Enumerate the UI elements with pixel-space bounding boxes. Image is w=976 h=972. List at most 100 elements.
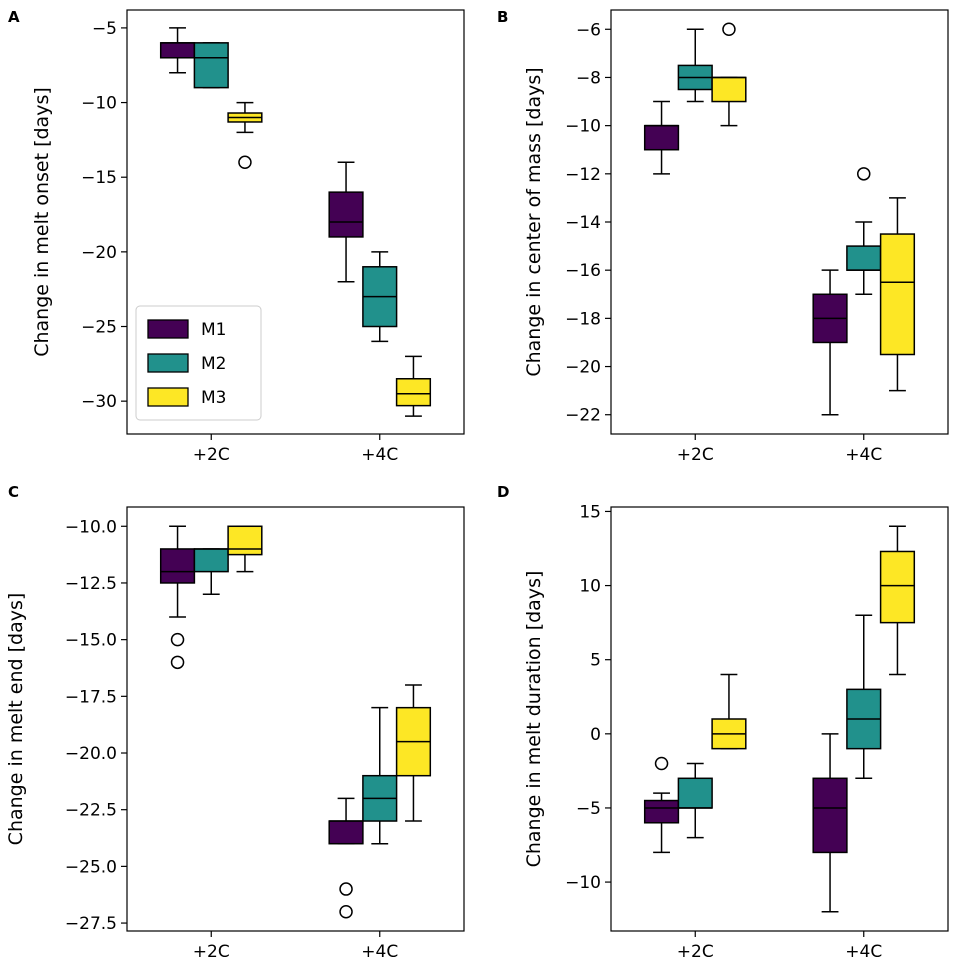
- box-m3-plus2c: [711, 673, 747, 750]
- box-m2-plus4c: [846, 614, 882, 780]
- y-tick-label: −10: [565, 117, 601, 137]
- y-tick-label: −22.5: [65, 801, 117, 821]
- box-iqr: [159, 42, 196, 59]
- box-m2-plus2c: [677, 762, 713, 839]
- box-iqr: [643, 799, 680, 824]
- y-tick-label: −30: [81, 392, 117, 412]
- y-tick-label: −15: [81, 168, 117, 188]
- box-m1-plus4c: [328, 797, 364, 919]
- panel-letter: C: [8, 483, 19, 501]
- box-m2-plus4c: [846, 167, 882, 296]
- y-axis-label: Change in melt end [days]: [5, 593, 27, 846]
- plot-frame: [126, 506, 465, 932]
- y-tick-label: −15.0: [65, 631, 117, 651]
- x-tick-label: +2C: [677, 445, 714, 465]
- box-m3-plus4c: [395, 684, 432, 822]
- y-axis-label: Change in melt duration [days]: [523, 571, 545, 868]
- y-tick-label: −5: [576, 799, 601, 819]
- outlier-point: [654, 756, 669, 771]
- legend: M1 M2 M3: [135, 305, 262, 421]
- outlier-point: [238, 155, 252, 170]
- outlier-point: [722, 22, 736, 37]
- legend-label-m2: M2: [201, 354, 226, 374]
- x-tick-label: +4C: [361, 942, 398, 962]
- x-tick-label: +2C: [677, 942, 714, 962]
- y-tick-label: −16: [565, 261, 601, 281]
- panel-a: A Change in melt onset [days] −5 −10 −15 −20 −…: [8, 8, 465, 465]
- box-m2-plus4c: [362, 251, 398, 343]
- box-m3-plus4c: [879, 197, 916, 392]
- panel-c: C Change in melt end [days] −10.0 −12.5 −15.…: [5, 483, 465, 962]
- legend-swatch-m3: [147, 387, 189, 407]
- y-tick-label: 0: [590, 725, 601, 745]
- box-m1-plus2c: [159, 27, 196, 74]
- x-tick-label: +2C: [193, 445, 230, 465]
- y-tick-label: −6: [576, 20, 601, 40]
- outlier-point: [339, 882, 353, 896]
- box-m1-plus2c: [643, 756, 680, 854]
- box-iqr: [643, 124, 680, 151]
- box-m3-plus2c: [711, 22, 747, 127]
- box-iqr: [812, 777, 848, 854]
- box-m3-plus4c: [879, 525, 916, 676]
- outlier-point: [170, 632, 185, 647]
- box-iqr: [711, 76, 747, 103]
- panel-letter: D: [497, 483, 509, 501]
- outlier-point: [339, 904, 353, 919]
- legend-label-m1: M1: [201, 320, 226, 340]
- box-m1-plus4c: [812, 269, 848, 416]
- y-tick-label: −25.0: [65, 857, 117, 877]
- box-m3-plus2c: [227, 525, 263, 573]
- y-tick-label: 5: [590, 651, 601, 671]
- y-tick-label: −12: [565, 165, 601, 185]
- y-tick-label: −10: [81, 94, 117, 114]
- box-iqr: [159, 548, 196, 584]
- y-tick-label: −18: [565, 309, 601, 329]
- box-iqr: [395, 378, 432, 407]
- box-iqr: [328, 191, 364, 238]
- y-tick-label: −14: [565, 213, 601, 233]
- y-tick-label: −20: [565, 358, 601, 378]
- outlier-point: [170, 655, 185, 670]
- box-m3-plus2c: [227, 101, 263, 170]
- box-iqr: [879, 550, 916, 624]
- box-iqr: [677, 777, 713, 809]
- outlier-point: [857, 167, 871, 181]
- plot-frame: [610, 9, 949, 435]
- panel-d: D Change in melt duration [days] 15 10 5 0 −5 −…: [497, 483, 949, 962]
- box-m2-plus4c: [362, 706, 398, 845]
- y-tick-label: −10: [565, 873, 601, 893]
- x-tick-label: +4C: [845, 942, 882, 962]
- y-tick-label: −27.5: [65, 914, 117, 934]
- y-tick-label: −5: [92, 19, 117, 39]
- box-iqr: [227, 525, 263, 556]
- y-tick-label: −8: [576, 68, 601, 88]
- box-m2-plus2c: [193, 548, 229, 596]
- box-iqr: [193, 42, 229, 89]
- x-tick-label: +4C: [845, 445, 882, 465]
- plot-frame: [610, 506, 949, 932]
- y-tick-label: 10: [579, 577, 601, 597]
- y-tick-label: −20: [81, 243, 117, 263]
- box-m2-plus2c: [677, 28, 713, 103]
- y-axis-label: Change in melt onset [days]: [31, 87, 53, 357]
- panel-letter: B: [497, 8, 508, 26]
- box-iqr: [879, 233, 916, 356]
- box-m1-plus2c: [643, 100, 680, 175]
- y-tick-label: −25: [81, 318, 117, 338]
- plot-frame: [126, 9, 465, 435]
- x-tick-label: +4C: [361, 445, 398, 465]
- y-tick-label: −22: [565, 406, 601, 426]
- box-m1-plus2c: [159, 525, 196, 670]
- panel-letter: A: [8, 8, 20, 26]
- box-m3-plus4c: [395, 355, 432, 417]
- box-m1-plus4c: [328, 161, 364, 283]
- legend-label-m3: M3: [201, 388, 226, 408]
- y-tick-label: −12.5: [65, 574, 117, 594]
- x-tick-label: +2C: [193, 942, 230, 962]
- y-tick-label: −10.0: [65, 517, 117, 537]
- box-m1-plus4c: [812, 733, 848, 913]
- y-tick-label: 15: [579, 502, 601, 522]
- box-m2-plus2c: [193, 42, 229, 89]
